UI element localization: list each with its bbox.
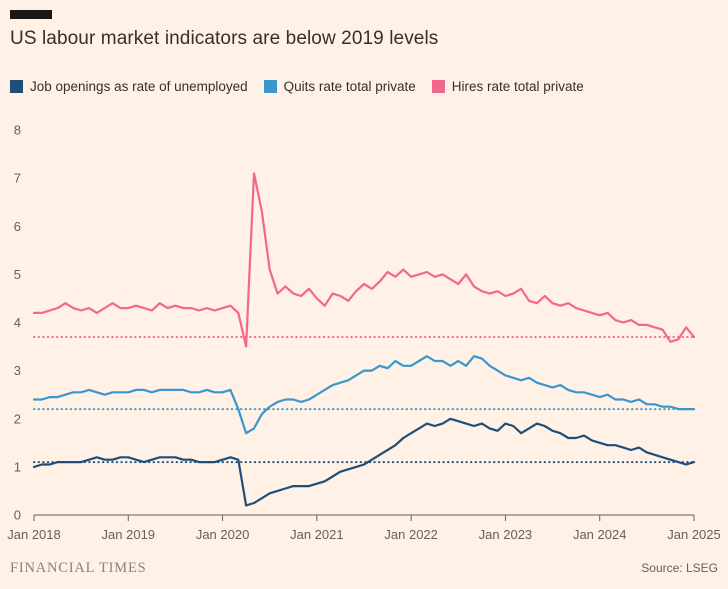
ft-brand: FINANCIAL TIMES — [10, 560, 147, 576]
y-tick-label: 1 — [14, 459, 21, 474]
legend-label: Job openings as rate of unemployed — [30, 79, 248, 94]
y-tick-label: 0 — [14, 508, 21, 523]
series-line-hires — [32, 172, 696, 348]
legend: Job openings as rate of unemployed Quits … — [10, 79, 584, 94]
series-line-job-openings — [32, 417, 696, 507]
x-tick-label: Jan 2020 — [196, 527, 250, 542]
legend-item-job-openings: Job openings as rate of unemployed — [10, 79, 248, 94]
chart-svg: 0 1 2 3 4 5 6 7 8 Jan 2018 Jan 2019 Jan 2020 Jan 202… — [7, 123, 721, 543]
x-tick-label: Jan 2025 — [667, 527, 721, 542]
legend-swatch-job-openings — [10, 80, 23, 93]
chart-title: US labour market indicators are below 20… — [10, 28, 439, 49]
y-tick-label: 4 — [14, 315, 21, 330]
y-tick-label: 7 — [14, 171, 21, 186]
ft-top-rule — [10, 10, 52, 19]
y-tick-label: 5 — [14, 267, 21, 282]
source-label: Source: LSEG — [641, 561, 718, 575]
series-line-quits — [32, 355, 696, 435]
x-tick-label: Jan 2018 — [7, 527, 61, 542]
y-tick-label: 2 — [14, 411, 21, 426]
x-tick-label: Jan 2024 — [573, 527, 627, 542]
y-tick-label: 6 — [14, 219, 21, 234]
legend-label: Hires rate total private — [451, 79, 584, 94]
legend-label: Quits rate total private — [283, 79, 416, 94]
legend-swatch-hires — [431, 80, 445, 93]
legend-swatch-quits — [263, 80, 277, 93]
legend-item-quits: Quits rate total private — [263, 79, 416, 94]
x-tick-label: Jan 2022 — [384, 527, 438, 542]
x-tick-label: Jan 2023 — [479, 527, 533, 542]
footer: FINANCIAL TIMES Source: LSEG — [10, 560, 718, 577]
x-tick-label: Jan 2021 — [290, 527, 344, 542]
legend-item-hires: Hires rate total private — [431, 79, 584, 94]
x-tick-label: Jan 2019 — [102, 527, 156, 542]
y-tick-label: 8 — [14, 123, 21, 138]
y-tick-label: 3 — [14, 363, 21, 378]
